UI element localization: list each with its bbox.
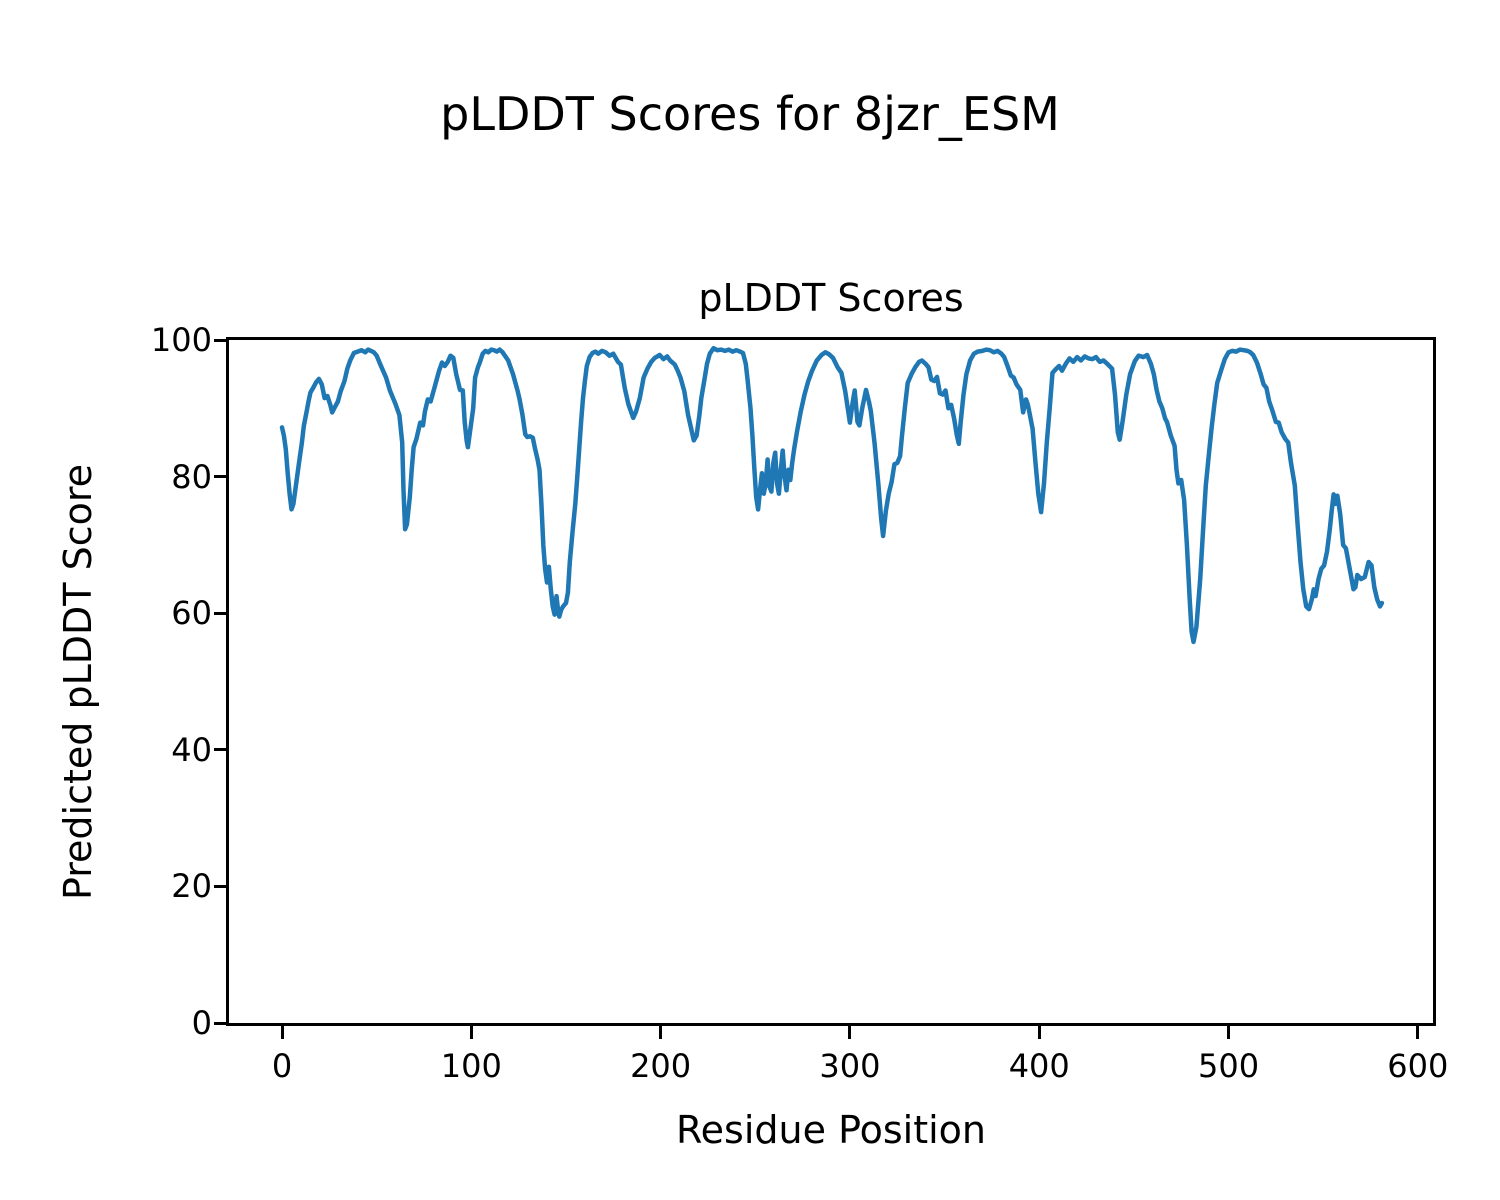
- axes-title: pLDDT Scores: [698, 276, 964, 320]
- x-tick-mark: [659, 1026, 663, 1039]
- y-tick-label: 40: [171, 730, 212, 769]
- figure-title: pLDDT Scores for 8jzr_ESM: [440, 87, 1060, 141]
- x-tick-mark: [1416, 1026, 1420, 1039]
- x-tick-label: 400: [1008, 1047, 1070, 1085]
- plot-area: [226, 337, 1436, 1026]
- x-tick-label: 300: [819, 1047, 881, 1085]
- y-tick-mark: [214, 611, 227, 615]
- y-tick-mark: [214, 475, 227, 479]
- x-tick-label: 500: [1198, 1047, 1260, 1085]
- x-tick-mark: [280, 1026, 284, 1039]
- x-tick-mark: [1227, 1026, 1231, 1039]
- plddt-line: [279, 345, 1385, 645]
- x-tick-mark: [848, 1026, 852, 1039]
- x-tick-label: 0: [271, 1047, 293, 1085]
- y-tick-label: 20: [171, 867, 212, 906]
- y-tick-label: 100: [150, 321, 212, 359]
- plddt-line-chart: [279, 345, 1385, 645]
- y-tick-label: 0: [191, 1004, 212, 1042]
- y-tick-mark: [214, 338, 227, 342]
- x-axis-label: Residue Position: [675, 1108, 987, 1152]
- x-tick-label: 100: [440, 1047, 502, 1085]
- y-tick-label: 60: [171, 594, 212, 633]
- y-tick-mark: [214, 1021, 227, 1025]
- x-tick-mark: [1037, 1026, 1041, 1039]
- y-tick-mark: [214, 884, 227, 888]
- x-tick-label: 200: [630, 1047, 692, 1085]
- x-tick-label: 600: [1387, 1047, 1449, 1085]
- y-axis-label: Predicted pLDDT Score: [56, 464, 100, 900]
- x-tick-mark: [469, 1026, 473, 1039]
- y-tick-label: 80: [171, 457, 212, 496]
- y-tick-mark: [214, 748, 227, 752]
